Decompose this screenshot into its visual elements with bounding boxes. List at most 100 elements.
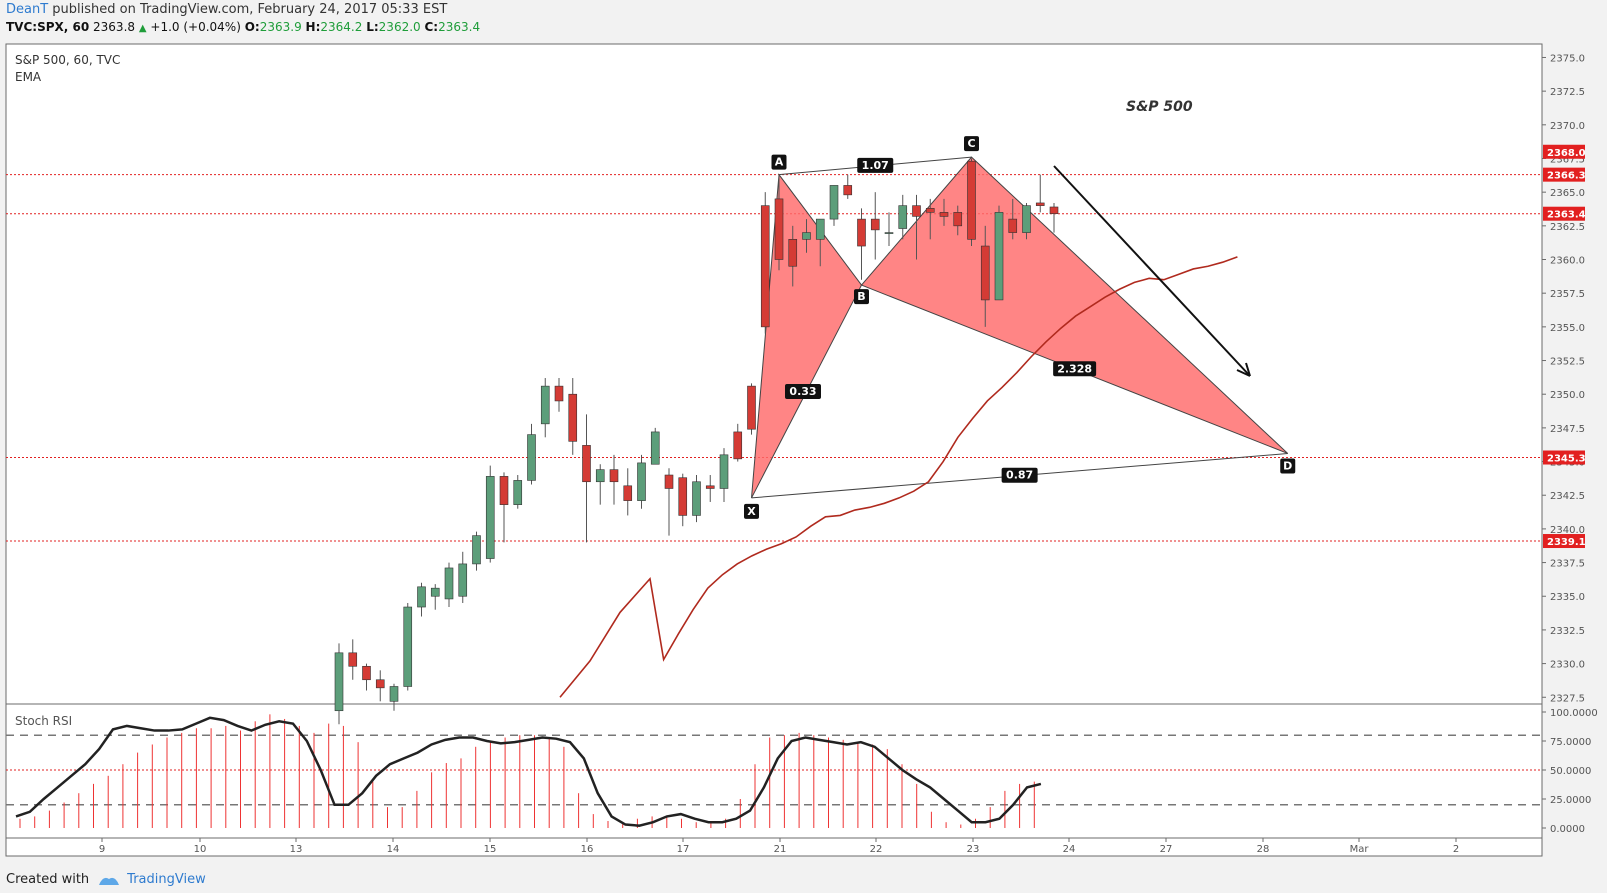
x-tick-label: 2 — [1453, 844, 1459, 855]
ratio-label-bg — [1053, 361, 1097, 377]
candle-body — [650, 431, 660, 465]
level-badge — [1543, 144, 1585, 159]
candle-body — [499, 476, 509, 505]
footer: Created with TradingView — [6, 872, 206, 887]
candle-body — [554, 385, 564, 402]
y-tick-label: 2372.5 — [1550, 87, 1585, 98]
pattern-point-label-bg — [1280, 458, 1296, 474]
candle-body — [967, 160, 976, 240]
y-tick-label: 2332.5 — [1550, 626, 1585, 637]
y-tick-label: 2352.5 — [1550, 357, 1585, 368]
y-tick-label: 2355.0 — [1550, 323, 1585, 334]
pattern-point-label: X — [747, 505, 756, 518]
level-badge-label: 2339.1 — [1547, 537, 1586, 548]
candle-body — [857, 218, 866, 247]
y-tick-label: 2335.0 — [1550, 592, 1585, 603]
level-badge — [1543, 534, 1585, 549]
candle-body — [678, 477, 688, 516]
time-axis: 9 10 13 14 15 16 17 21 22 23 24 27 28 Mar 2 — [99, 838, 1459, 855]
candle-body — [540, 385, 550, 425]
level-badge-label: 2368.0 — [1547, 148, 1586, 159]
publish-header: DeanT published on TradingView.com, Febr… — [6, 2, 447, 17]
tradingview-link[interactable]: TradingView — [97, 872, 206, 887]
author-link[interactable]: DeanT — [6, 2, 49, 17]
y-tick-label: 2350.0 — [1550, 390, 1585, 401]
pattern-point-label: D — [1283, 459, 1292, 472]
candle-body — [953, 212, 963, 227]
candle-body — [444, 567, 454, 600]
candle-body — [1049, 206, 1059, 215]
x-tick-label: 24 — [1063, 844, 1076, 855]
ratio-label-bg — [785, 384, 821, 399]
up-arrow-icon: ▲ — [138, 23, 147, 34]
candle-body — [719, 454, 729, 489]
chart-svg[interactable]: 2375.0 2372.5 2370.0 2367.5 2365.0 2362.5 2360… — [0, 0, 1607, 860]
y-tick-label: 2327.5 — [1550, 693, 1585, 704]
y-tick-label: 2340.0 — [1550, 525, 1585, 536]
candle-body — [747, 385, 756, 430]
ratio-label: 1.07 — [862, 159, 889, 172]
ratio-label: 2.328 — [1057, 362, 1092, 375]
x-tick-label: 22 — [870, 844, 883, 855]
candle-body — [513, 480, 523, 505]
candle-body — [595, 469, 605, 483]
candle-body — [994, 212, 1004, 301]
open-value: 2363.9 — [259, 20, 302, 34]
candle-body — [733, 431, 743, 460]
x-tick-label: Mar — [1350, 844, 1370, 855]
candle-body — [705, 485, 715, 489]
publish-info: published on TradingView.com, February 2… — [52, 2, 448, 17]
level-badge-label: 2366.3 — [1547, 171, 1586, 182]
candle-body — [568, 393, 578, 442]
stoch-rsi-line — [15, 716, 1042, 827]
chart-area[interactable]: 2375.0 2372.5 2370.0 2367.5 2365.0 2362.5 2360… — [0, 0, 1607, 864]
stoch-tick-label: 25.0000 — [1550, 795, 1591, 806]
candle-body — [609, 469, 619, 483]
close-label: C: — [424, 20, 439, 34]
candle-body — [870, 218, 880, 231]
candle-body — [334, 652, 344, 712]
candle-body — [912, 205, 921, 217]
ticker-last: 2363.8 — [93, 20, 136, 34]
stoch-label: Stoch RSI — [15, 714, 72, 728]
y-tick-label: 2330.0 — [1550, 660, 1585, 671]
stoch-tick-label: 100.0000 — [1550, 708, 1598, 719]
x-tick-label: 13 — [290, 844, 303, 855]
arrowhead-icon — [1236, 362, 1251, 377]
y-tick-label: 2357.5 — [1550, 289, 1585, 300]
y-tick-label: 2375.0 — [1550, 53, 1585, 64]
candle-body — [788, 239, 798, 267]
y-tick-label: 2362.5 — [1550, 222, 1585, 233]
candles — [334, 158, 1059, 725]
ticker-row: TVC:SPX, 60 2363.8 ▲ +1.0 (+0.04%) O:236… — [6, 20, 480, 34]
y-tick-label: 2360.0 — [1550, 256, 1585, 267]
pattern-point-label: A — [775, 156, 784, 169]
x-tick-label: 21 — [774, 844, 787, 855]
x-tick-label: 15 — [484, 844, 497, 855]
candle-body — [362, 665, 371, 681]
open-label: O: — [244, 20, 260, 34]
ratio-label-bg — [857, 157, 894, 173]
level-badge — [1543, 450, 1585, 465]
low-value: 2362.0 — [378, 20, 421, 34]
candle-body — [637, 462, 646, 501]
candle-body — [430, 587, 440, 597]
candle-body — [348, 652, 358, 667]
stoch-tick-label: 75.0000 — [1550, 737, 1591, 748]
candle-body — [815, 218, 825, 240]
x-tick-label: 17 — [677, 844, 690, 855]
pattern-labels: X A B C D 1.07 0.33 2.328 0.87 — [744, 136, 1296, 519]
candle-body — [375, 679, 385, 689]
y-tick-label: 2365.0 — [1550, 188, 1585, 199]
candle-body — [623, 485, 633, 501]
candle-body — [884, 232, 894, 234]
candle-body — [664, 474, 674, 489]
high-label: H: — [305, 20, 321, 34]
candle-body — [389, 686, 399, 702]
candle-body — [939, 212, 949, 217]
legend-indicator: EMA — [15, 70, 42, 84]
pattern-point-label-bg — [854, 289, 869, 305]
candle-body — [582, 445, 591, 483]
ratio-label: 0.87 — [1006, 469, 1033, 482]
pattern-point-label: C — [967, 137, 975, 150]
